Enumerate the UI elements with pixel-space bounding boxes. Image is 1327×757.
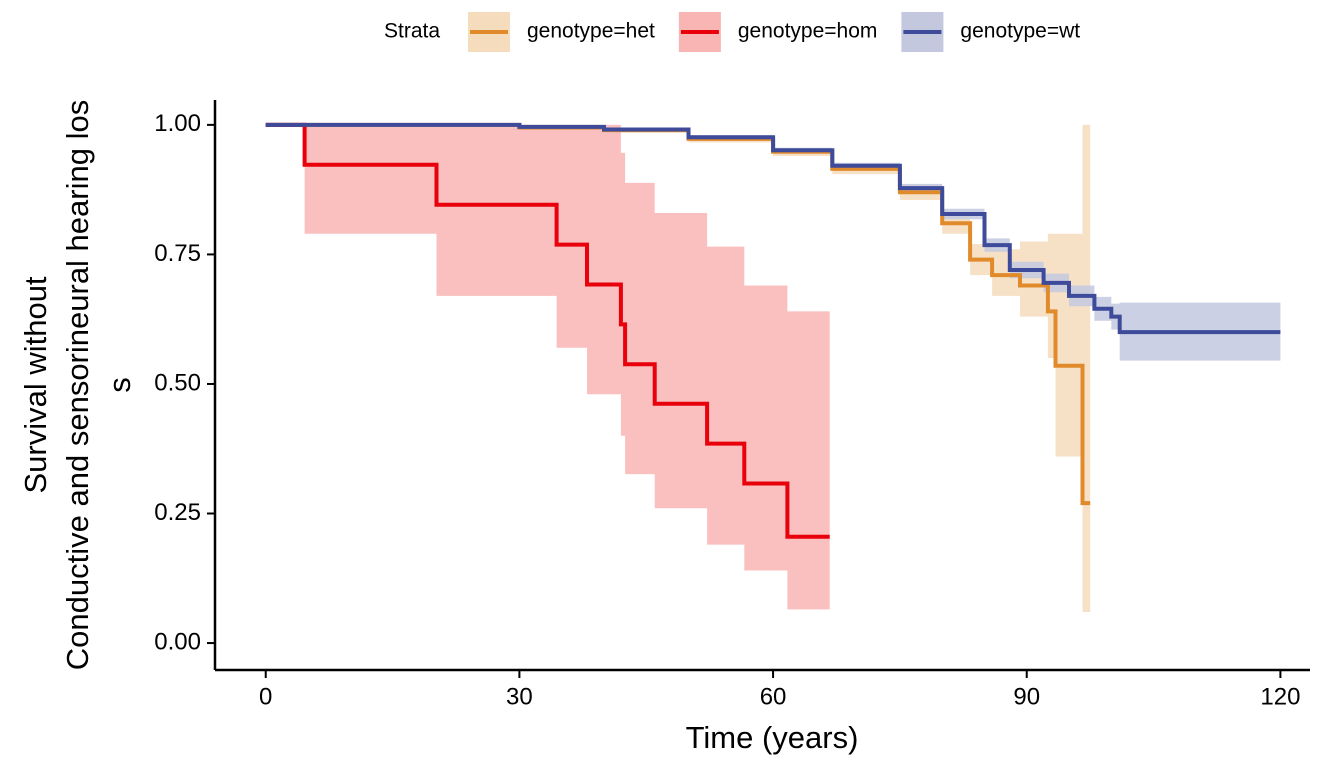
legend-title: Strata <box>384 20 440 43</box>
y-tick-label: 0.50 <box>154 369 201 396</box>
legend-label: genotype=wt <box>960 20 1080 43</box>
y-tick-label: 0.75 <box>154 240 201 267</box>
x-tick-label: 120 <box>1260 683 1300 710</box>
y-tick-label: 0.00 <box>154 628 201 655</box>
y-axis-title: Survival without Conductive and sensorine… <box>18 100 137 670</box>
survival-line <box>265 122 1281 335</box>
x-tick-label: 30 <box>506 683 533 710</box>
x-axis-title: Time (years) <box>686 720 859 755</box>
x-tick-label: 90 <box>1013 683 1040 710</box>
survival-line <box>265 122 830 539</box>
x-tick-label: 60 <box>760 683 787 710</box>
x-tick-label: 0 <box>259 683 272 710</box>
y-axis-title-line: Conductive and sensorineural hearing los <box>60 100 95 670</box>
y-axis-title-line: s <box>102 377 137 393</box>
confidence-band <box>265 124 1281 361</box>
y-axis-title-line: Survival without <box>18 276 53 493</box>
legend-label: genotype=het <box>527 20 655 43</box>
y-tick-label: 0.25 <box>154 499 201 526</box>
y-tick-label: 1.00 <box>154 110 201 137</box>
legend-label: genotype=hom <box>738 20 878 43</box>
confidence-band <box>265 124 830 610</box>
